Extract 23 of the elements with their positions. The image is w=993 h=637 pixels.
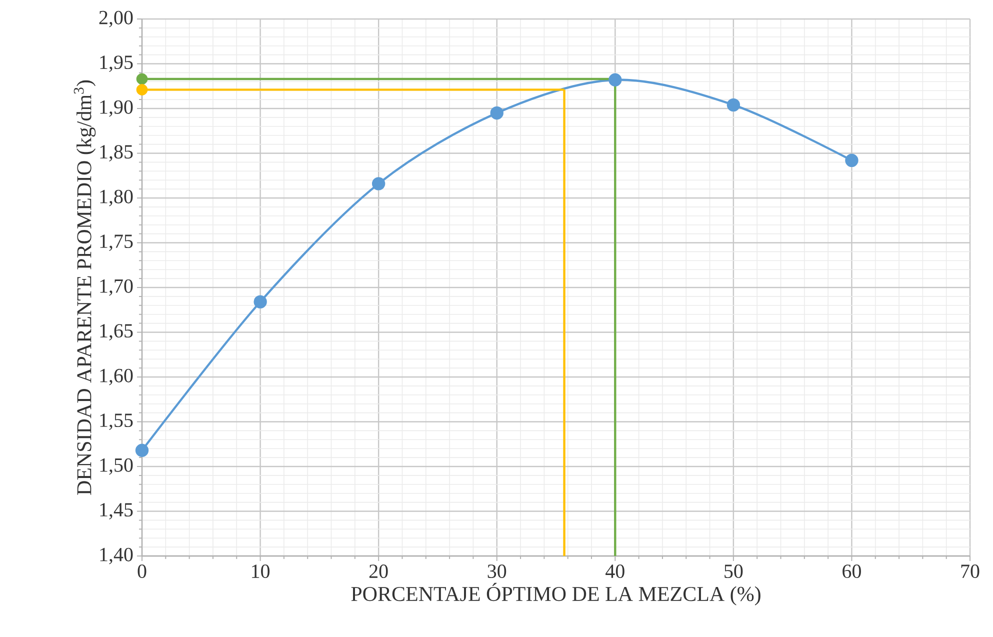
x-tick-label: 20 xyxy=(369,564,388,578)
y-tick-label: 2,00 xyxy=(99,10,133,28)
y-tick-label: 1,70 xyxy=(100,279,133,296)
x-axis-title: PORCENTAJE ÓPTIMO DE LA MEZCLA (%) xyxy=(351,582,760,606)
y-tick-label: 1,65 xyxy=(100,324,133,340)
y-tick-label: 1,95 xyxy=(100,56,133,72)
x-tick-label: 0 xyxy=(138,564,146,578)
y-tick-label: 1,75 xyxy=(100,234,133,251)
x-tick-label: 30 xyxy=(488,564,506,578)
y-tick-label: 1,40 xyxy=(100,548,133,564)
y-tick-label: 1,50 xyxy=(100,458,133,475)
x-tick-label: 10 xyxy=(252,564,270,578)
x-tick-label: 70 xyxy=(961,564,980,578)
y-tick-label: 1,55 xyxy=(100,414,133,430)
y-axis-title: DENSIDAD APARENTE PROMEDIO (kg/dm$^{3}$) xyxy=(74,80,96,495)
y-tick-label: 1,60 xyxy=(100,368,133,386)
y-tick-label: 1,85 xyxy=(100,145,133,162)
y-tick-label: 1,90 xyxy=(100,100,133,117)
x-tick-label: 50 xyxy=(724,564,743,578)
x-tick-label: 60 xyxy=(842,564,861,578)
y-tick-label: 1,80 xyxy=(100,190,133,206)
y-tick-label: 1,45 xyxy=(100,503,133,520)
x-tick-label: 40 xyxy=(606,564,624,578)
